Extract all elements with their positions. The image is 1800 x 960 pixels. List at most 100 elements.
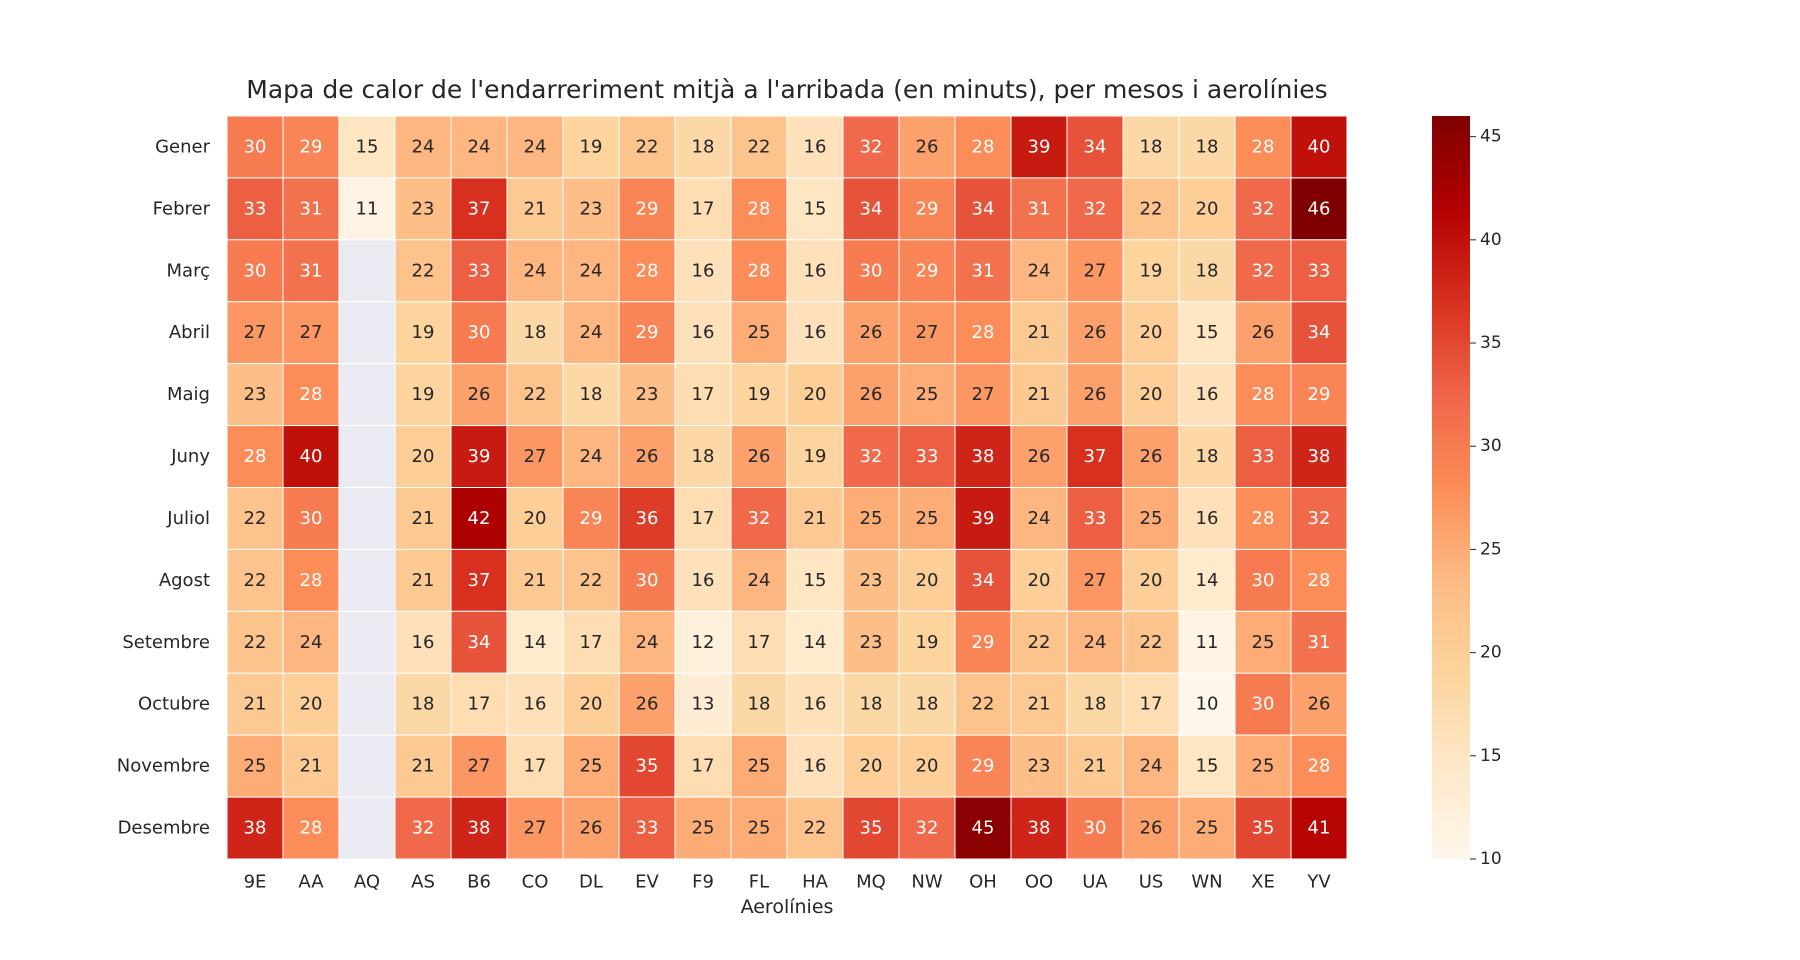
heatmap-cell [338, 734, 396, 798]
heatmap-cell [618, 177, 676, 241]
heatmap-cell [394, 239, 452, 303]
heatmap-cell [282, 177, 340, 241]
heatmap-cell [618, 363, 676, 427]
heatmap-cell [394, 363, 452, 427]
cell-value-label: 16 [804, 136, 827, 157]
cell-value-label: 20 [1140, 384, 1163, 405]
heatmap-cell [1122, 115, 1180, 179]
cell-value-label: 39 [1028, 136, 1051, 157]
heatmap-cell [786, 487, 844, 550]
cell-value-label: 16 [692, 322, 715, 343]
cell-value-label: 16 [412, 632, 435, 653]
heatmap-cell [1010, 301, 1068, 365]
cell-value-label: 42 [468, 508, 491, 529]
heatmap-cell [786, 363, 844, 427]
cell-value-label: 28 [1308, 570, 1331, 591]
x-tick-label: 9E [244, 872, 267, 893]
cell-value-label: 18 [748, 694, 771, 715]
y-tick-label: Novembre [117, 756, 210, 777]
cell-value-label: 29 [916, 260, 939, 281]
heatmap-cell [954, 363, 1012, 427]
cell-value-label: 10 [1196, 694, 1219, 715]
cell-value-label: 14 [524, 632, 547, 653]
cell-value-label: 33 [1084, 508, 1107, 529]
heatmap-cell [338, 610, 396, 674]
cell-value-label: 24 [1028, 508, 1051, 529]
cell-value-label: 34 [468, 632, 491, 653]
cell-value-label: 22 [412, 260, 435, 281]
heatmap-cell [730, 796, 788, 860]
y-tick-label: Gener [155, 136, 211, 157]
heatmap-cell [1290, 734, 1348, 798]
cell-value-label: 28 [972, 322, 995, 343]
cell-value-label: 20 [916, 570, 939, 591]
heatmap-cell [562, 610, 620, 674]
cell-value-label: 19 [748, 384, 771, 405]
heatmap-cell [618, 425, 676, 489]
heatmap-cell [842, 548, 900, 612]
heatmap-cell [898, 487, 956, 550]
cell-value-label: 18 [692, 446, 715, 467]
cell-value-label: 19 [580, 136, 603, 157]
heatmap-cell [618, 734, 676, 798]
heatmap-cell [730, 239, 788, 303]
x-tick-label: HA [802, 872, 829, 893]
heatmap-cell [506, 301, 564, 365]
heatmap-cell [1010, 796, 1068, 860]
cell-value-label: 40 [300, 446, 323, 467]
x-tick-label: WN [1191, 872, 1222, 893]
x-tick-label: OO [1025, 872, 1053, 893]
heatmap-cell [1234, 796, 1292, 860]
cell-value-label: 17 [692, 508, 715, 529]
cell-value-label: 34 [1084, 136, 1107, 157]
cell-value-label: 21 [244, 694, 267, 715]
cell-value-label: 21 [1084, 756, 1107, 777]
cell-value-label: 26 [580, 818, 603, 839]
heatmap-cell [1290, 363, 1348, 427]
heatmap-cell [1122, 239, 1180, 303]
heatmap-cell [506, 425, 564, 489]
cell-value-label: 34 [972, 198, 995, 219]
x-tick-label: CO [522, 872, 549, 893]
heatmap-cell [282, 796, 340, 860]
heatmap-cell [730, 610, 788, 674]
cell-value-label: 25 [916, 384, 939, 405]
heatmap-cell [226, 425, 284, 489]
heatmap-cell [954, 425, 1012, 489]
cell-value-label: 22 [748, 136, 771, 157]
cell-value-label: 16 [692, 260, 715, 281]
heatmap-cell [898, 548, 956, 612]
heatmap-cell [1122, 487, 1180, 550]
heatmap-cell [786, 301, 844, 365]
cell-value-label: 17 [692, 198, 715, 219]
cell-value-label: 34 [860, 198, 883, 219]
heatmap-cell [1178, 548, 1236, 612]
cell-value-label: 19 [1140, 260, 1163, 281]
cell-value-label: 32 [1252, 260, 1275, 281]
cell-value-label: 33 [244, 198, 267, 219]
cell-value-label: 23 [860, 632, 883, 653]
cell-value-label: 32 [1252, 198, 1275, 219]
cell-value-label: 31 [300, 198, 323, 219]
cell-value-label: 21 [300, 756, 323, 777]
heatmap-cell [786, 239, 844, 303]
heatmap-cell [1122, 363, 1180, 427]
cell-value-label: 28 [1252, 136, 1275, 157]
y-tick-label: Maig [167, 384, 210, 405]
heatmap-cell [282, 487, 340, 550]
heatmap-cell [730, 672, 788, 736]
cell-value-label: 40 [1308, 136, 1331, 157]
heatmap-cell [338, 363, 396, 427]
heatmap-cell [674, 487, 732, 550]
heatmap-cell [1122, 177, 1180, 241]
cell-value-label: 24 [580, 446, 603, 467]
y-axis-tick-labels: Gener Febrer Març Abril Maig Juny Juliol Agost S… [117, 136, 211, 838]
cell-value-label: 20 [1196, 198, 1219, 219]
heatmap-cell [954, 548, 1012, 612]
cell-value-label: 34 [972, 570, 995, 591]
heatmap-cell [338, 672, 396, 736]
cell-value-label: 21 [412, 508, 435, 529]
cell-value-label: 38 [244, 818, 267, 839]
cell-value-label: 25 [1196, 818, 1219, 839]
heatmap-cell [282, 301, 340, 365]
